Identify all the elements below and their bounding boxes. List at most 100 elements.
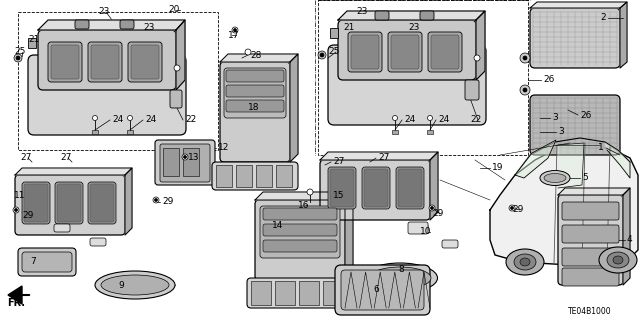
- FancyBboxPatch shape: [226, 70, 284, 82]
- FancyBboxPatch shape: [48, 42, 82, 82]
- FancyBboxPatch shape: [75, 20, 89, 29]
- FancyBboxPatch shape: [247, 278, 352, 308]
- FancyBboxPatch shape: [24, 184, 48, 222]
- FancyBboxPatch shape: [558, 195, 623, 285]
- Text: 23: 23: [408, 24, 419, 33]
- Text: 19: 19: [492, 164, 504, 173]
- Text: 8: 8: [398, 265, 404, 275]
- Ellipse shape: [318, 51, 326, 59]
- Polygon shape: [430, 152, 438, 220]
- Polygon shape: [476, 11, 485, 80]
- FancyBboxPatch shape: [57, 184, 81, 222]
- FancyBboxPatch shape: [431, 35, 459, 69]
- Text: 24: 24: [145, 115, 156, 124]
- FancyBboxPatch shape: [120, 20, 134, 29]
- FancyBboxPatch shape: [170, 90, 182, 108]
- FancyBboxPatch shape: [335, 265, 430, 315]
- Ellipse shape: [511, 206, 513, 210]
- FancyBboxPatch shape: [28, 55, 186, 135]
- Polygon shape: [515, 140, 556, 178]
- Polygon shape: [558, 143, 584, 188]
- Ellipse shape: [474, 55, 480, 61]
- FancyBboxPatch shape: [375, 11, 389, 20]
- Ellipse shape: [184, 155, 186, 159]
- Text: TE04B1000: TE04B1000: [568, 308, 612, 316]
- Polygon shape: [530, 2, 627, 8]
- Ellipse shape: [234, 28, 237, 32]
- Ellipse shape: [307, 189, 313, 195]
- FancyBboxPatch shape: [226, 85, 284, 97]
- Ellipse shape: [540, 170, 570, 186]
- FancyBboxPatch shape: [131, 45, 159, 79]
- Text: 15: 15: [333, 190, 344, 199]
- Ellipse shape: [520, 85, 530, 95]
- Text: 5: 5: [582, 174, 588, 182]
- FancyBboxPatch shape: [263, 240, 337, 252]
- Text: 23: 23: [98, 8, 109, 17]
- Polygon shape: [15, 168, 132, 175]
- FancyBboxPatch shape: [420, 11, 434, 20]
- Ellipse shape: [514, 254, 536, 270]
- Ellipse shape: [15, 209, 17, 211]
- Text: 24: 24: [112, 115, 124, 124]
- FancyBboxPatch shape: [220, 62, 290, 162]
- Ellipse shape: [153, 197, 159, 203]
- Text: 26: 26: [580, 110, 591, 120]
- Text: 27: 27: [20, 153, 31, 162]
- Ellipse shape: [320, 53, 324, 57]
- Text: 27: 27: [333, 158, 344, 167]
- Ellipse shape: [523, 56, 527, 60]
- Bar: [392, 130, 398, 134]
- Text: 11: 11: [14, 190, 26, 199]
- Ellipse shape: [520, 53, 530, 63]
- Text: 22: 22: [470, 115, 481, 124]
- FancyBboxPatch shape: [38, 30, 176, 90]
- FancyBboxPatch shape: [562, 268, 619, 286]
- Ellipse shape: [506, 249, 544, 275]
- Polygon shape: [558, 188, 630, 195]
- FancyBboxPatch shape: [412, 224, 428, 232]
- Ellipse shape: [428, 115, 433, 121]
- FancyBboxPatch shape: [408, 222, 428, 234]
- Bar: [323, 281, 343, 305]
- Ellipse shape: [431, 206, 433, 210]
- Ellipse shape: [523, 88, 527, 92]
- FancyBboxPatch shape: [155, 140, 215, 185]
- Text: 10: 10: [420, 227, 431, 236]
- FancyBboxPatch shape: [396, 167, 424, 209]
- Text: 3: 3: [552, 114, 557, 122]
- Text: 9: 9: [118, 280, 124, 290]
- Text: 23: 23: [356, 8, 367, 17]
- Text: 17: 17: [228, 31, 239, 40]
- Polygon shape: [605, 142, 630, 178]
- Text: 27: 27: [378, 153, 389, 162]
- Text: 2: 2: [600, 13, 605, 23]
- FancyBboxPatch shape: [351, 35, 379, 69]
- Ellipse shape: [429, 205, 435, 211]
- Text: 25: 25: [14, 48, 26, 56]
- FancyBboxPatch shape: [55, 182, 83, 224]
- Bar: [251, 281, 271, 305]
- Ellipse shape: [232, 27, 238, 33]
- FancyBboxPatch shape: [330, 169, 354, 207]
- Polygon shape: [176, 20, 185, 90]
- Polygon shape: [290, 54, 298, 162]
- Ellipse shape: [544, 174, 566, 182]
- Ellipse shape: [13, 207, 19, 213]
- Bar: [127, 130, 133, 134]
- Text: 26: 26: [543, 76, 554, 85]
- Text: 6: 6: [373, 286, 379, 294]
- FancyBboxPatch shape: [562, 202, 619, 220]
- FancyBboxPatch shape: [530, 95, 620, 155]
- Text: 28: 28: [250, 50, 261, 60]
- FancyBboxPatch shape: [465, 80, 479, 100]
- Text: 22: 22: [185, 115, 196, 124]
- Polygon shape: [338, 11, 485, 20]
- Text: 29: 29: [512, 205, 524, 214]
- FancyBboxPatch shape: [320, 160, 430, 220]
- Text: 4: 4: [627, 235, 632, 244]
- Ellipse shape: [599, 247, 637, 273]
- Ellipse shape: [174, 65, 180, 71]
- FancyBboxPatch shape: [364, 169, 388, 207]
- Polygon shape: [255, 192, 353, 200]
